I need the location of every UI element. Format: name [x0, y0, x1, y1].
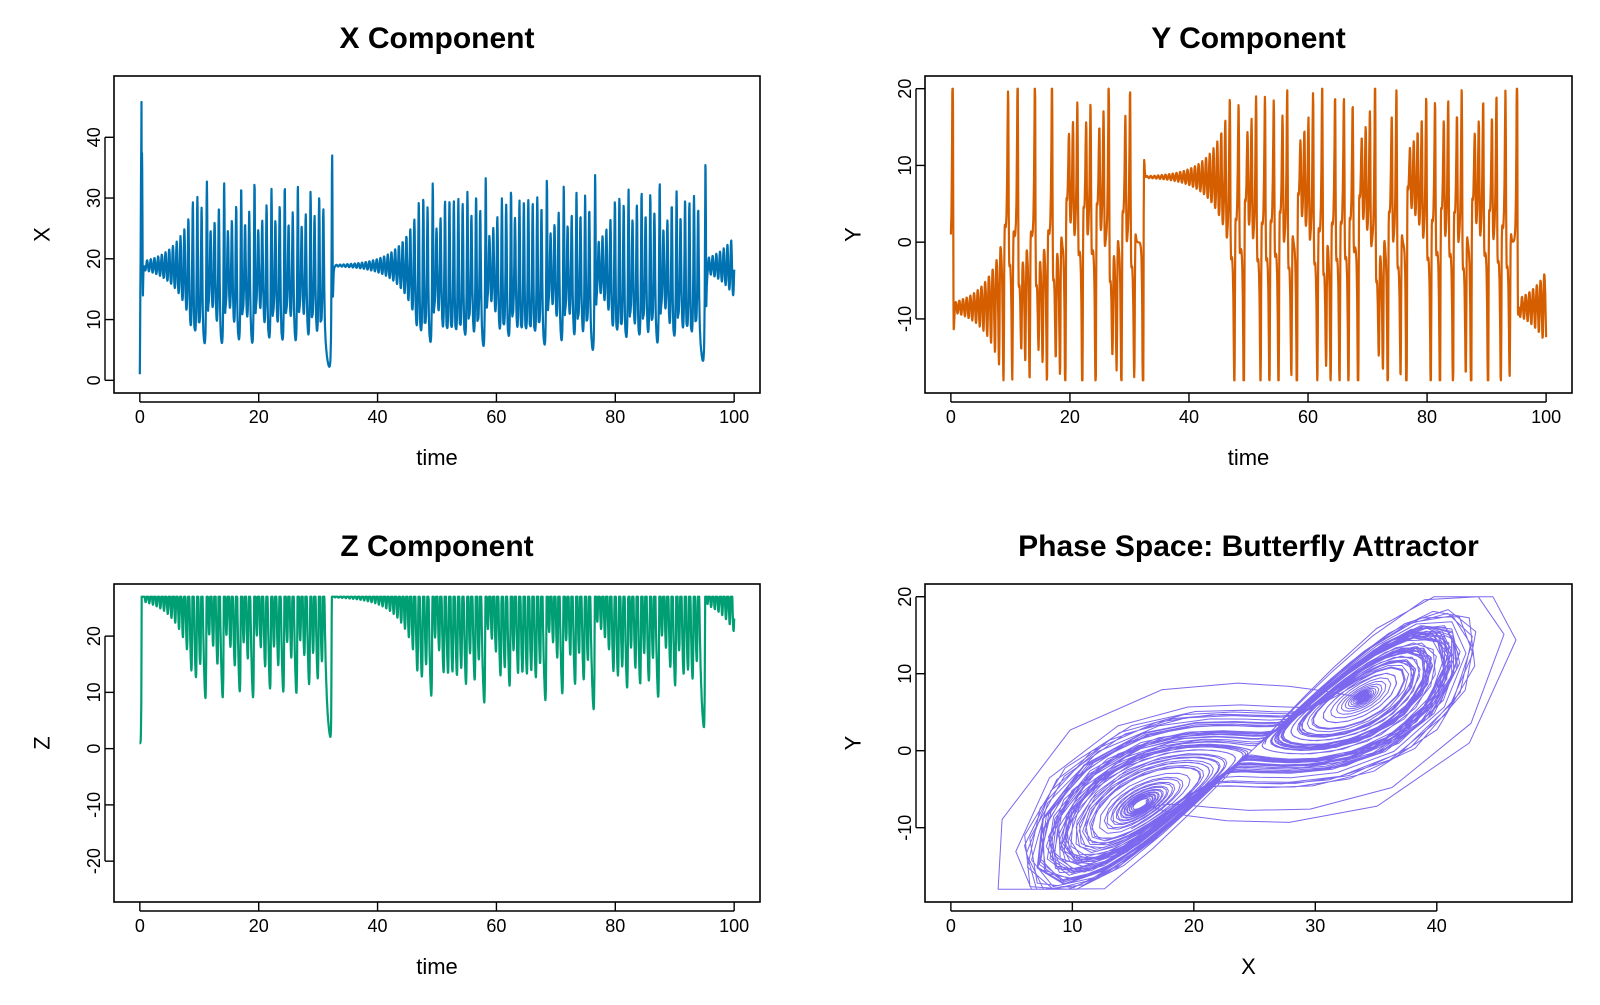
- chart-title: X Component: [340, 22, 535, 55]
- x-axis-label: time: [1228, 445, 1270, 470]
- y-axis-label: Y: [841, 735, 866, 750]
- x-axis-label: time: [416, 954, 458, 979]
- phase-trajectory: [997, 596, 1517, 890]
- y-tick-label: 0: [895, 746, 915, 756]
- y-tick-label: 40: [84, 127, 104, 147]
- y-tick-label: 10: [84, 682, 104, 702]
- chart-title: Y Component: [1151, 22, 1345, 55]
- y-tick-label: -10: [895, 306, 915, 332]
- y-tick-label: 30: [84, 188, 104, 208]
- x-tick-label: 100: [719, 916, 749, 936]
- x-tick-label: 20: [1060, 407, 1080, 427]
- x-tick-label: 60: [1298, 407, 1318, 427]
- y-tick-label: 0: [84, 744, 104, 754]
- x-tick-label: 30: [1305, 916, 1325, 936]
- y-tick-label: 10: [895, 664, 915, 684]
- x-tick-label: 40: [368, 407, 388, 427]
- x-tick-label: 60: [486, 407, 506, 427]
- y-tick-label: 0: [84, 375, 104, 385]
- x-tick-label: 40: [1179, 407, 1199, 427]
- series-line-y: [949, 87, 1548, 382]
- x-tick-label: 0: [135, 916, 145, 936]
- panel-y-component: Y Component 0 20 40 60 80 100 -10 0 10 20 time Y: [841, 22, 1573, 470]
- panel-phase-space-butterfly-attractor: Phase Space: Butterfly Attractor 0 10 20 30 4…: [841, 530, 1573, 979]
- series-line-x: [138, 100, 736, 375]
- y-tick-label: -10: [84, 792, 104, 818]
- x-axis-label: X: [1241, 954, 1256, 979]
- y-axis-label: Y: [841, 227, 866, 242]
- panel-z-component: Z Component 0 20 40 60 80 100 -20 -10 0 10 20 time Z: [30, 530, 761, 979]
- x-tick-label: 80: [1417, 407, 1437, 427]
- x-tick-label: 60: [486, 916, 506, 936]
- x-tick-label: 100: [1531, 407, 1561, 427]
- y-tick-label: 20: [84, 249, 104, 269]
- plot-frame: [924, 75, 1573, 394]
- x-tick-label: 20: [249, 916, 269, 936]
- x-tick-label: 80: [605, 916, 625, 936]
- x-tick-label: 10: [1062, 916, 1082, 936]
- y-tick-label: -10: [895, 815, 915, 841]
- x-tick-label: 40: [368, 916, 388, 936]
- x-tick-label: 40: [1427, 916, 1447, 936]
- x-tick-label: 0: [946, 407, 956, 427]
- y-tick-label: -20: [84, 848, 104, 874]
- x-tick-label: 20: [249, 407, 269, 427]
- y-tick-label: 20: [84, 626, 104, 646]
- chart-title: Phase Space: Butterfly Attractor: [1018, 530, 1479, 563]
- x-axis-label: time: [416, 445, 458, 470]
- plot-frame: [113, 583, 761, 903]
- y-tick-label: 10: [895, 155, 915, 175]
- x-tick-label: 80: [605, 407, 625, 427]
- y-tick-label: 20: [895, 79, 915, 99]
- panel-x-component: X Component 0 20 40 60 80 100 0 10 20 30 40 time X: [30, 22, 761, 470]
- plot-frame: [113, 75, 761, 394]
- x-tick-label: 0: [135, 407, 145, 427]
- chart-title: Z Component: [340, 530, 533, 563]
- series-line-z: [139, 595, 736, 745]
- x-tick-label: 20: [1184, 916, 1204, 936]
- x-tick-label: 100: [719, 407, 749, 427]
- x-tick-label: 0: [946, 916, 956, 936]
- y-axis-label: X: [30, 227, 55, 242]
- y-axis-label: Z: [30, 736, 55, 749]
- y-tick-label: 10: [84, 310, 104, 330]
- plot-frame: [924, 583, 1573, 903]
- y-tick-label: 0: [895, 237, 915, 247]
- y-tick-label: 20: [895, 587, 915, 607]
